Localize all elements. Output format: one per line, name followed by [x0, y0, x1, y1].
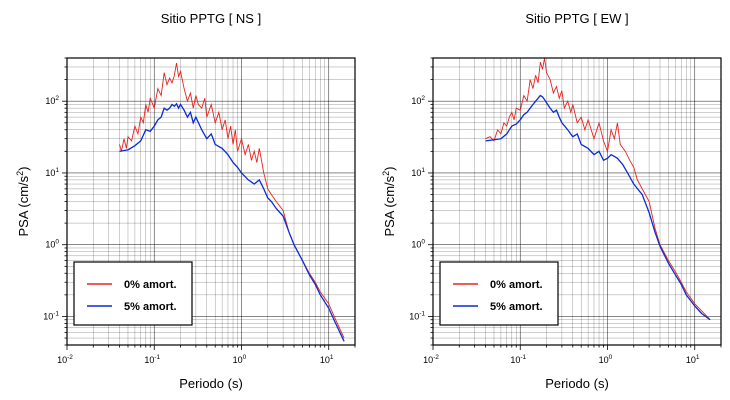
- y-axis-label-base: PSA (cm/s: [382, 175, 397, 236]
- y-tick-label: 101: [411, 167, 425, 178]
- series-line-0pct: [119, 62, 345, 339]
- x-tick-exponent: -2: [433, 354, 439, 361]
- x-tick-base: 10: [686, 355, 696, 365]
- legend: 0% amort. 5% amort.: [73, 261, 193, 326]
- x-tick-label: 101: [320, 354, 334, 365]
- y-tick-exponent: 2: [55, 95, 59, 102]
- x-tick-label: 10-2: [57, 354, 73, 365]
- tick-marks: [62, 57, 356, 350]
- x-tick-exponent: 0: [243, 354, 247, 361]
- y-tick-base: 10: [45, 240, 55, 250]
- x-tick-base: 10: [423, 355, 433, 365]
- y-axis-label-close: ): [382, 166, 397, 170]
- legend-box: [439, 261, 559, 326]
- y-tick-base: 10: [45, 168, 55, 178]
- x-tick-base: 10: [57, 355, 67, 365]
- x-tick-label: 10-2: [423, 354, 439, 365]
- y-tick-exponent: -1: [419, 310, 425, 317]
- tick-marks: [428, 57, 722, 350]
- y-tick-label: 102: [411, 95, 425, 106]
- legend-box: [73, 261, 193, 326]
- x-tick-base: 10: [144, 355, 154, 365]
- y-tick-label: 10-1: [409, 310, 425, 321]
- y-axis-label-close: ): [16, 166, 31, 170]
- y-tick-exponent: 1: [55, 167, 59, 174]
- series-line-0pct: [485, 58, 711, 321]
- legend-label: 0% amort.: [490, 279, 543, 291]
- y-tick-exponent: 0: [55, 239, 59, 246]
- y-tick-base: 10: [45, 96, 55, 106]
- x-tick-exponent: 1: [330, 354, 334, 361]
- legend-label: 0% amort.: [124, 279, 177, 291]
- y-tick-label: 101: [45, 167, 59, 178]
- y-tick-label: 100: [411, 239, 425, 250]
- x-tick-label: 100: [233, 354, 247, 365]
- legend: 0% amort. 5% amort.: [439, 261, 559, 326]
- y-tick-base: 10: [411, 96, 421, 106]
- grid: [66, 57, 356, 346]
- x-tick-base: 10: [599, 355, 609, 365]
- y-tick-base: 10: [411, 168, 421, 178]
- x-tick-exponent: -2: [67, 354, 73, 361]
- y-tick-label: 10-1: [43, 310, 59, 321]
- x-tick-label: 10-1: [510, 354, 526, 365]
- x-tick-label: 100: [599, 354, 613, 365]
- x-tick-exponent: -1: [154, 354, 160, 361]
- x-axis-label: Periodo (s): [545, 376, 609, 391]
- y-tick-base: 10: [43, 311, 53, 321]
- y-tick-exponent: 2: [421, 95, 425, 102]
- x-tick-label: 101: [686, 354, 700, 365]
- chart-title: Sitio PPTG [ EW ]: [525, 11, 628, 26]
- y-tick-exponent: -1: [53, 310, 59, 317]
- x-tick-label: 10-1: [144, 354, 160, 365]
- series-line-5pct: [119, 102, 345, 342]
- x-tick-base: 10: [510, 355, 520, 365]
- y-axis-label-exponent: 2: [381, 171, 391, 176]
- series-line-5pct: [485, 94, 711, 321]
- y-axis-label: PSA (cm/s2): [15, 166, 31, 236]
- y-tick-base: 10: [409, 311, 419, 321]
- y-axis-label-exponent: 2: [15, 171, 25, 176]
- x-tick-base: 10: [320, 355, 330, 365]
- x-tick-exponent: 1: [696, 354, 700, 361]
- x-tick-exponent: -1: [520, 354, 526, 361]
- y-axis-label-base: PSA (cm/s: [16, 175, 31, 236]
- y-tick-label: 102: [45, 95, 59, 106]
- legend-label: 5% amort.: [124, 301, 177, 313]
- y-tick-label: 100: [45, 239, 59, 250]
- legend-label: 5% amort.: [490, 301, 543, 313]
- x-tick-base: 10: [233, 355, 243, 365]
- x-axis-label: Periodo (s): [179, 376, 243, 391]
- x-tick-exponent: 0: [609, 354, 613, 361]
- y-tick-exponent: 1: [421, 167, 425, 174]
- y-tick-exponent: 0: [421, 239, 425, 246]
- y-tick-base: 10: [411, 240, 421, 250]
- y-axis-label: PSA (cm/s2): [381, 166, 397, 236]
- chart-title: Sitio PPTG [ NS ]: [161, 11, 261, 26]
